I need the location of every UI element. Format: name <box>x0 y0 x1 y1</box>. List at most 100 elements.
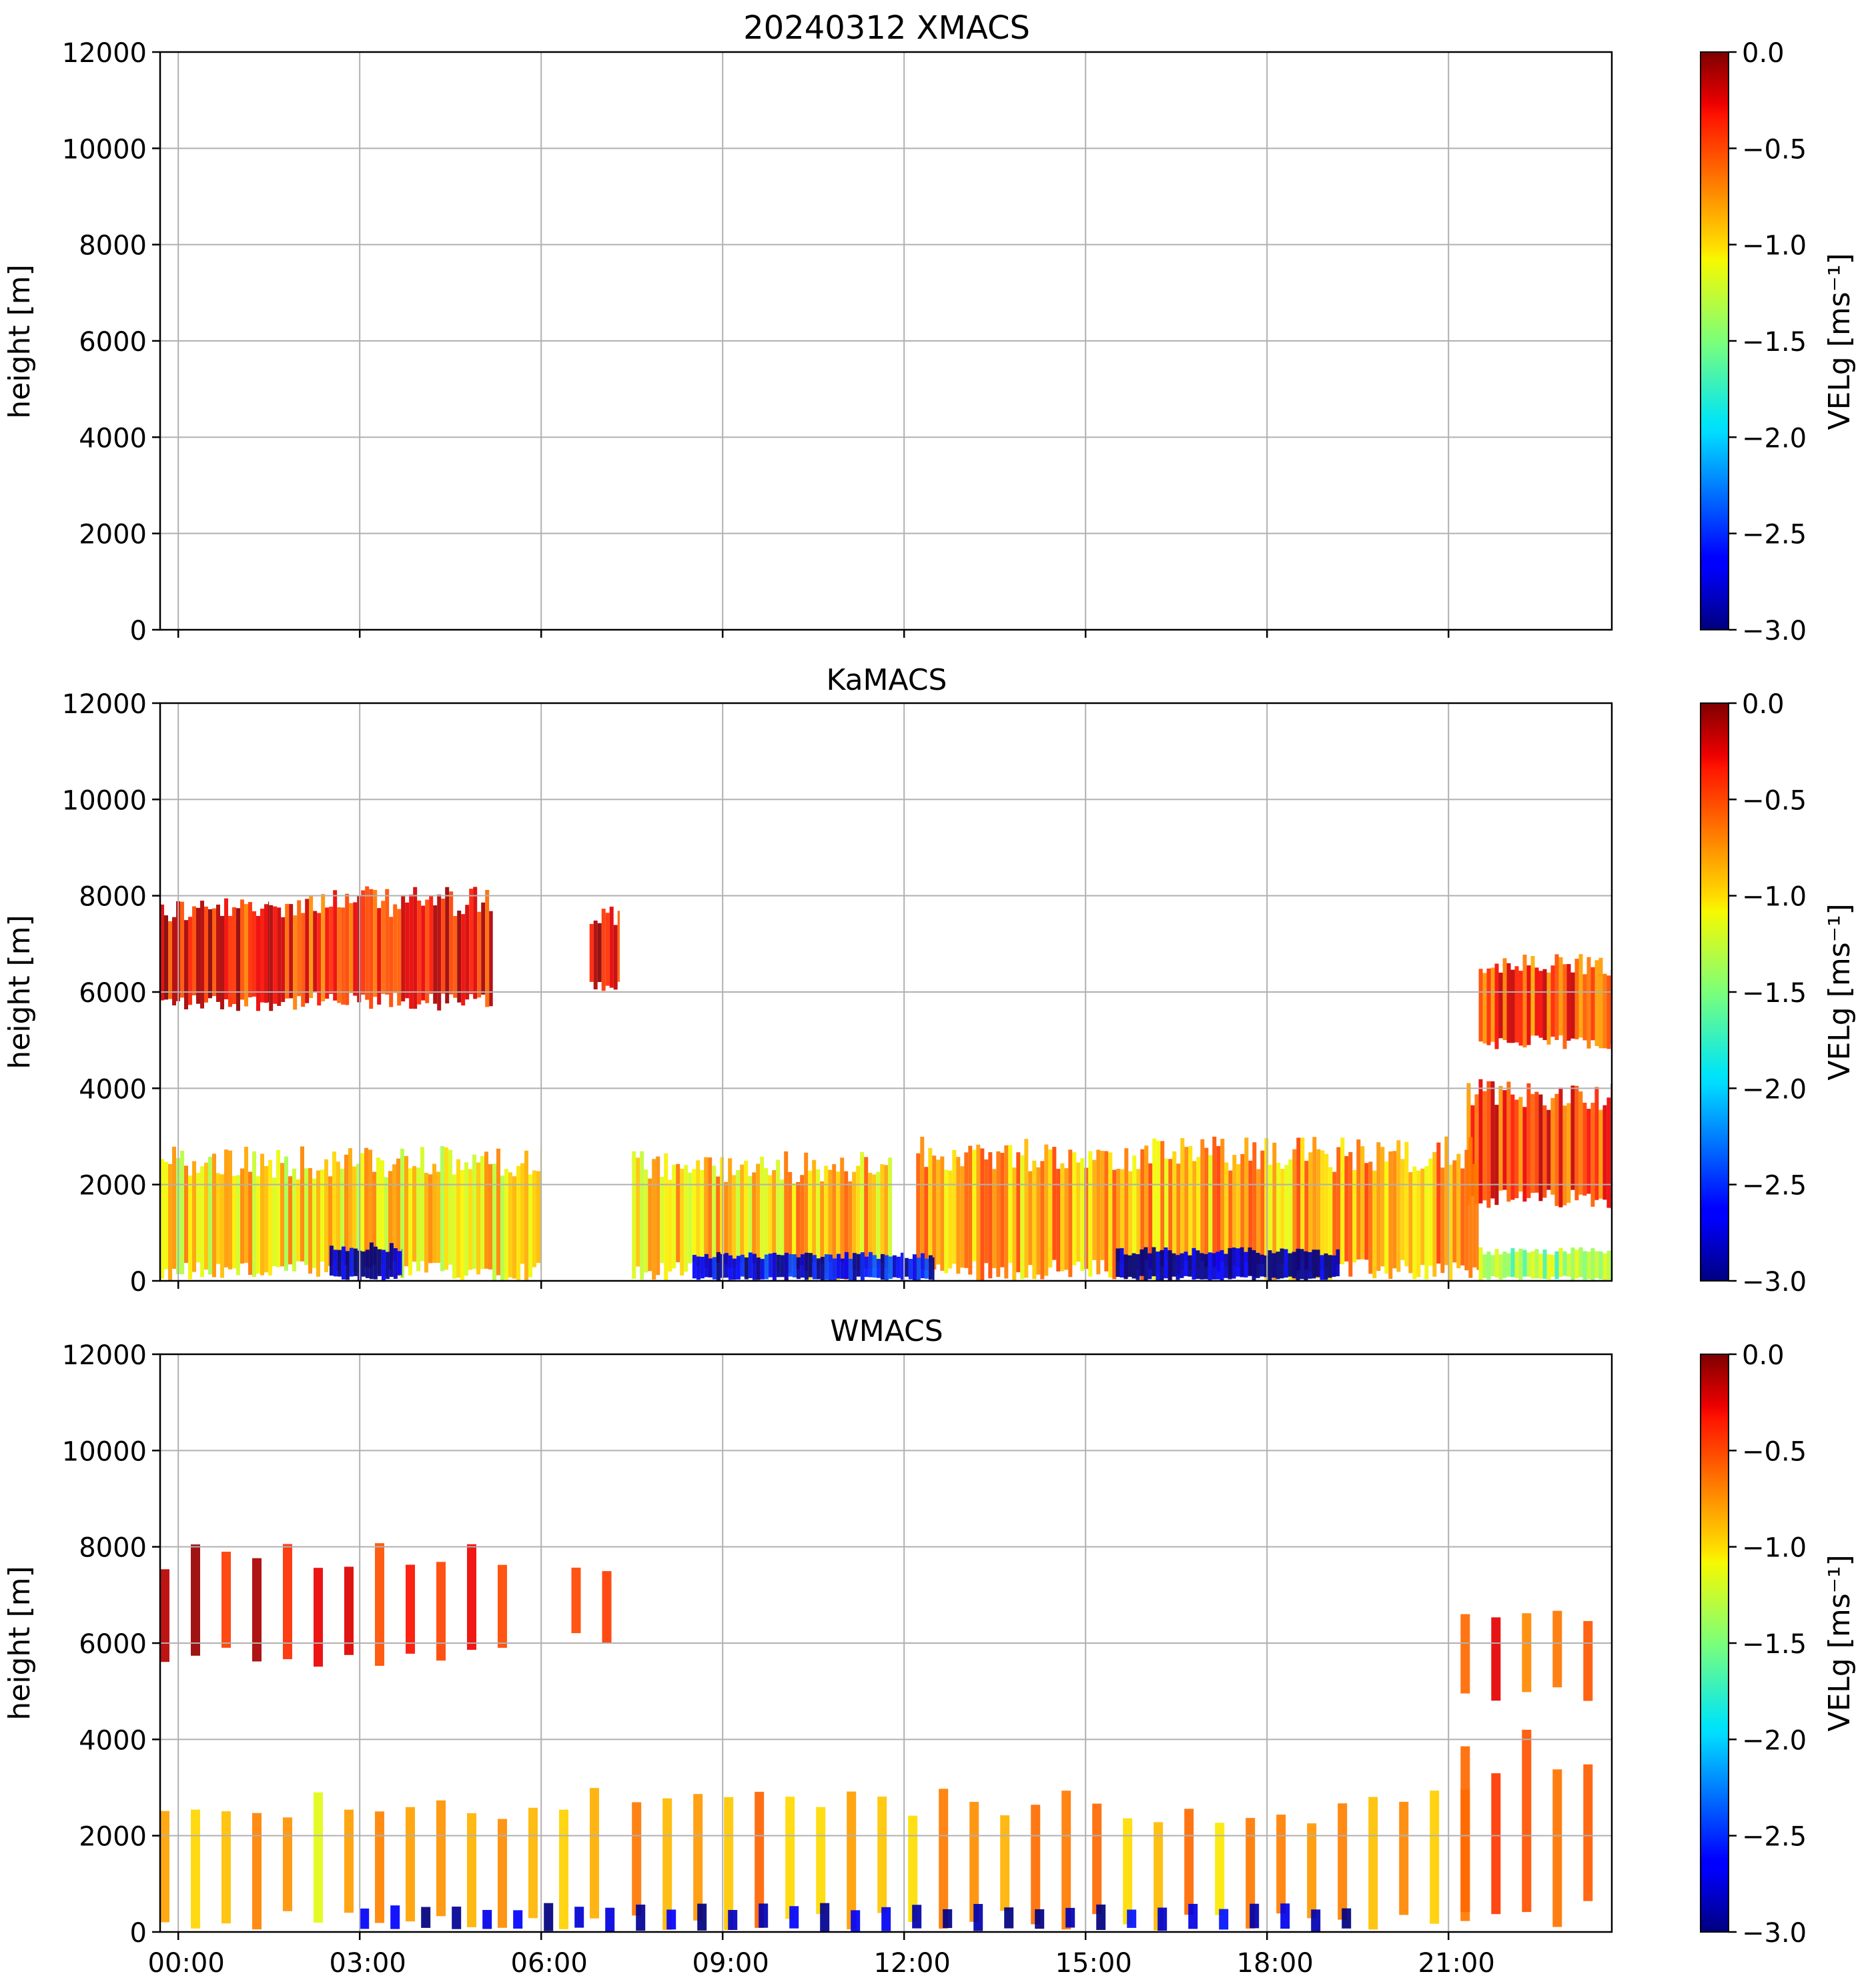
data-column <box>276 1149 280 1268</box>
data-column <box>996 1151 1001 1278</box>
data-column <box>740 1164 745 1263</box>
data-column <box>920 1253 925 1279</box>
data-column <box>288 1176 292 1265</box>
data-column <box>208 909 212 999</box>
data-column <box>1120 1169 1125 1264</box>
data-column <box>1522 1729 1532 1913</box>
colorbar-tick-label: −1.0 <box>1742 231 1807 262</box>
data-region-upper-stripes-2 <box>571 1567 612 1643</box>
data-column <box>1470 1105 1475 1196</box>
data-column <box>1316 1149 1321 1279</box>
data-column <box>1208 1155 1213 1276</box>
y-tick-label: 6000 <box>79 978 147 1009</box>
colorbar-tick-label: −1.5 <box>1742 1629 1807 1660</box>
data-column <box>1586 957 1591 1049</box>
data-column <box>816 1169 821 1269</box>
data-column <box>1424 1166 1429 1280</box>
x-tick-label: 00:00 <box>148 1948 225 1979</box>
data-column <box>448 1149 452 1265</box>
data-column <box>453 916 458 998</box>
data-column <box>1232 1248 1236 1279</box>
data-column <box>1164 1158 1169 1262</box>
data-column <box>832 1258 837 1281</box>
data-column <box>160 1569 169 1662</box>
y-axis-label: height [m] <box>3 1566 37 1720</box>
data-column <box>1430 1791 1440 1924</box>
colorbar-label: VELg [ms⁻¹] <box>1823 903 1857 1080</box>
data-column <box>1240 1153 1245 1276</box>
data-column <box>377 1249 382 1276</box>
data-column <box>1119 1248 1124 1278</box>
data-column <box>269 905 274 1011</box>
data-column <box>688 1172 692 1264</box>
data-column <box>1028 1171 1033 1266</box>
data-column <box>329 1246 334 1276</box>
data-column <box>660 1177 664 1264</box>
data-column <box>666 1909 676 1930</box>
colorbar-tick-label: 0.0 <box>1742 689 1785 720</box>
data-column <box>732 1175 737 1268</box>
data-column <box>329 907 334 994</box>
data-column <box>1304 1251 1308 1281</box>
data-column <box>1035 1909 1045 1929</box>
data-column <box>1204 1254 1208 1280</box>
data-column <box>1246 1818 1256 1929</box>
data-column <box>252 1813 262 1930</box>
data-column <box>796 1257 801 1280</box>
data-column <box>368 1149 372 1268</box>
data-column <box>376 1157 380 1274</box>
data-column <box>1594 960 1599 1046</box>
data-column <box>1024 1139 1029 1278</box>
data-column <box>1072 1152 1077 1266</box>
y-tick-label: 2000 <box>79 1822 147 1853</box>
data-column <box>160 1159 164 1279</box>
data-column <box>1452 1160 1457 1263</box>
data-column <box>1088 1151 1093 1277</box>
data-column <box>948 1170 953 1269</box>
data-column <box>1514 1252 1519 1278</box>
data-column <box>648 1178 652 1272</box>
data-column <box>916 1258 921 1281</box>
data-column <box>784 1252 789 1281</box>
data-column <box>1250 1903 1260 1929</box>
data-column <box>776 1159 781 1272</box>
data-column <box>1224 1162 1229 1267</box>
data-column <box>1132 1155 1137 1278</box>
data-column <box>1570 1248 1575 1281</box>
data-column <box>1167 1250 1172 1280</box>
data-column <box>1590 967 1595 1041</box>
data-column <box>1432 1151 1437 1277</box>
data-column <box>432 1163 436 1264</box>
data-column <box>528 1174 532 1278</box>
data-column <box>613 925 618 990</box>
data-column <box>1558 1248 1563 1278</box>
data-column <box>1324 1153 1329 1268</box>
data-column <box>180 901 184 998</box>
data-column <box>401 895 406 1002</box>
data-column <box>160 1811 169 1923</box>
data-region-upper-cloud-1 <box>160 898 270 1011</box>
y-tick-label: 12000 <box>62 689 147 720</box>
data-column <box>1127 1909 1137 1928</box>
data-column <box>1112 1169 1117 1280</box>
data-column <box>609 907 614 988</box>
data-column <box>416 1167 420 1272</box>
data-column <box>528 1807 538 1919</box>
data-column <box>381 901 386 994</box>
data-column <box>317 913 322 1006</box>
data-column <box>1518 971 1523 1046</box>
data-region-low-stripes-1 <box>160 1788 599 1930</box>
data-column <box>1514 966 1519 1043</box>
colorbar-tick-label: −2.0 <box>1742 1074 1807 1105</box>
data-column <box>361 890 366 995</box>
data-column <box>308 1168 312 1274</box>
data-column <box>504 1169 508 1280</box>
data-column <box>932 1257 935 1280</box>
data-column <box>364 1147 368 1267</box>
data-column <box>768 1175 773 1276</box>
data-column <box>1280 1903 1290 1929</box>
data-column <box>373 890 378 997</box>
colorbar-tick-label: −1.5 <box>1742 327 1807 358</box>
data-column <box>740 1254 745 1277</box>
